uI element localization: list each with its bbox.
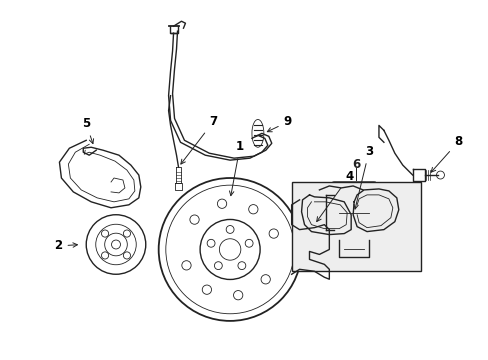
Text: 6: 6	[351, 158, 360, 171]
Text: 2: 2	[54, 239, 77, 252]
Text: 7: 7	[181, 116, 217, 164]
Text: 8: 8	[430, 135, 462, 172]
Text: 4: 4	[316, 170, 353, 221]
Text: 5: 5	[82, 117, 93, 144]
Text: 3: 3	[353, 145, 372, 209]
Text: 9: 9	[267, 116, 291, 132]
Bar	[291, 182, 420, 271]
Text: 1: 1	[229, 140, 244, 195]
